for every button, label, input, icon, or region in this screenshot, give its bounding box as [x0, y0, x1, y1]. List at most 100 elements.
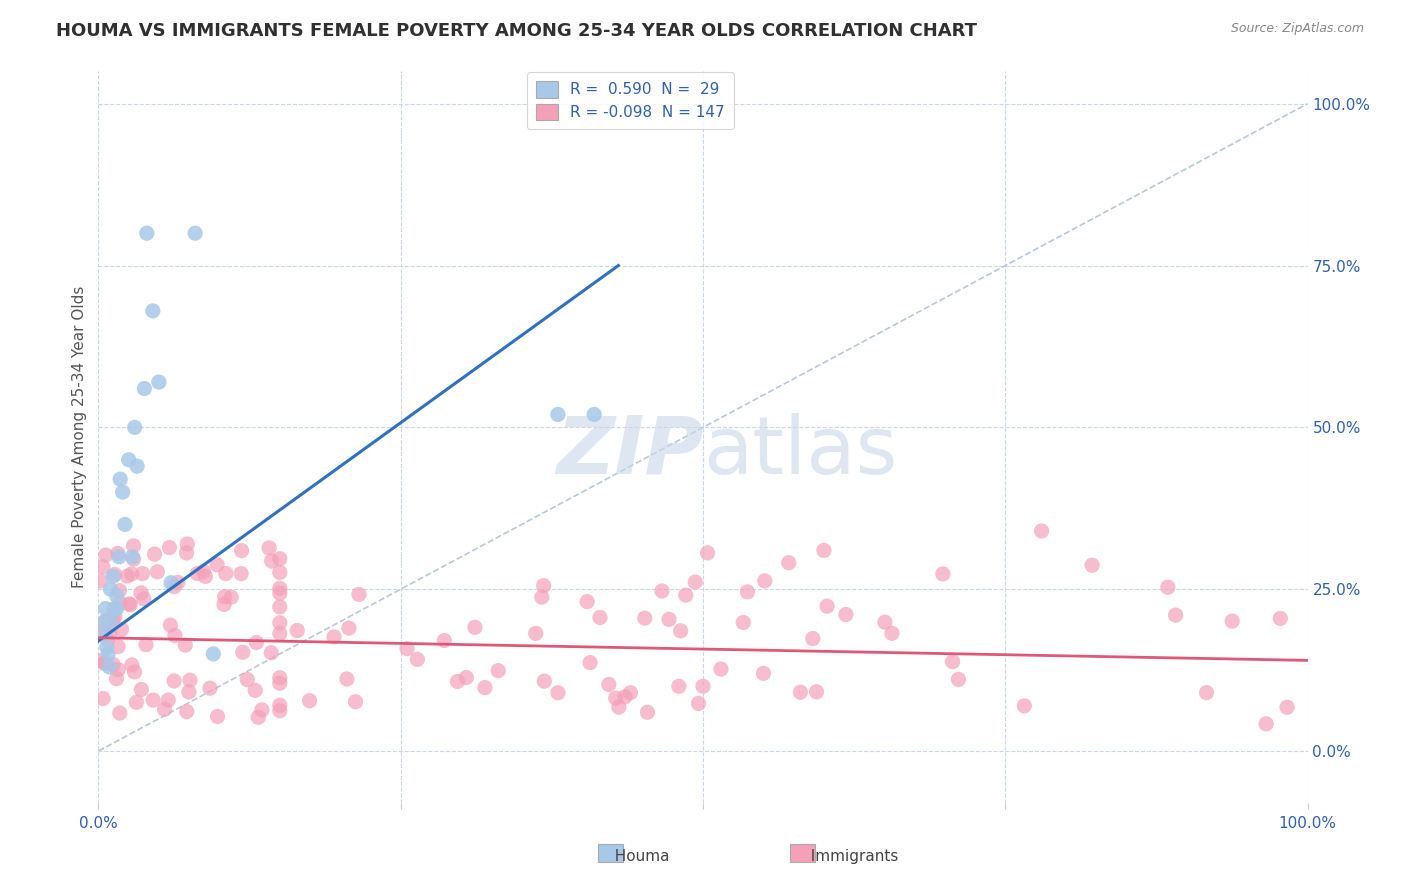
Point: [474, 681, 496, 695]
Point: [337, 621, 360, 635]
Point: [148, 375, 170, 389]
Point: [207, 709, 229, 723]
Point: [243, 683, 266, 698]
Point: [100, 614, 122, 628]
Point: [298, 694, 321, 708]
Point: [685, 575, 707, 590]
Point: [179, 673, 201, 687]
Point: [107, 546, 129, 560]
Point: [948, 673, 970, 687]
Point: [97, 612, 120, 626]
Point: [269, 551, 291, 566]
Point: [533, 579, 555, 593]
Point: [212, 598, 235, 612]
Point: [806, 685, 828, 699]
Point: [174, 638, 197, 652]
Point: [205, 558, 228, 572]
Point: [202, 647, 225, 661]
Point: [118, 597, 141, 611]
Point: [153, 702, 176, 716]
Point: [142, 303, 165, 318]
Point: [1031, 524, 1053, 538]
Point: [104, 610, 127, 624]
Point: [184, 226, 207, 240]
Point: [131, 566, 153, 581]
Point: [91, 691, 114, 706]
Point: [89, 574, 111, 588]
Point: [406, 652, 429, 666]
Point: [94, 601, 117, 615]
Point: [121, 657, 143, 672]
Point: [108, 706, 131, 720]
Point: [122, 552, 145, 566]
Text: ZIP: ZIP: [555, 413, 703, 491]
Point: [108, 596, 131, 610]
Point: [107, 640, 129, 654]
Point: [232, 645, 254, 659]
Point: [524, 626, 547, 640]
Point: [1164, 608, 1187, 623]
Point: [669, 624, 692, 638]
Point: [598, 677, 620, 691]
Point: [163, 628, 186, 642]
Point: [433, 633, 456, 648]
Point: [97, 647, 120, 661]
Point: [1014, 698, 1036, 713]
Point: [668, 679, 690, 693]
Point: [880, 626, 903, 640]
Point: [1081, 558, 1104, 573]
Point: [108, 549, 131, 564]
Point: [125, 695, 148, 709]
Point: [159, 618, 181, 632]
Point: [789, 685, 811, 699]
Point: [801, 632, 824, 646]
Point: [90, 616, 112, 631]
Point: [91, 559, 114, 574]
Text: 0.0%: 0.0%: [79, 816, 118, 830]
Point: [127, 459, 149, 474]
Point: [100, 615, 122, 629]
Point: [737, 585, 759, 599]
Text: HOUMA VS IMMIGRANTS FEMALE POVERTY AMONG 25-34 YEAR OLDS CORRELATION CHART: HOUMA VS IMMIGRANTS FEMALE POVERTY AMONG…: [56, 22, 977, 40]
Point: [96, 632, 118, 647]
Point: [94, 625, 117, 640]
Point: [576, 594, 599, 608]
Point: [446, 674, 468, 689]
Point: [124, 420, 146, 434]
Point: [247, 710, 270, 724]
Point: [105, 672, 128, 686]
Text: Source: ZipAtlas.com: Source: ZipAtlas.com: [1230, 22, 1364, 36]
Point: [89, 654, 111, 668]
Point: [533, 674, 555, 689]
Legend: R =  0.590  N =  29, R = -0.098  N = 147: R = 0.590 N = 29, R = -0.098 N = 147: [527, 71, 734, 129]
Point: [873, 615, 896, 629]
Point: [733, 615, 755, 630]
Point: [110, 623, 132, 637]
Text: 100.0%: 100.0%: [1278, 816, 1337, 830]
Point: [105, 589, 128, 603]
Point: [813, 543, 835, 558]
Point: [323, 630, 346, 644]
Point: [104, 567, 127, 582]
Point: [1195, 685, 1218, 699]
Point: [614, 690, 637, 704]
Point: [214, 590, 236, 604]
Point: [186, 566, 208, 581]
Point: [1256, 716, 1278, 731]
Point: [231, 543, 253, 558]
Point: [269, 582, 291, 596]
Point: [193, 565, 215, 579]
Point: [269, 671, 291, 685]
Point: [98, 626, 121, 640]
Point: [395, 641, 418, 656]
Point: [285, 624, 308, 638]
Point: [464, 620, 486, 634]
Point: [619, 686, 641, 700]
Point: [132, 591, 155, 606]
Point: [815, 599, 838, 614]
Point: [347, 587, 370, 601]
Point: [547, 686, 569, 700]
Point: [1270, 611, 1292, 625]
Point: [692, 679, 714, 693]
Bar: [598, 844, 623, 862]
